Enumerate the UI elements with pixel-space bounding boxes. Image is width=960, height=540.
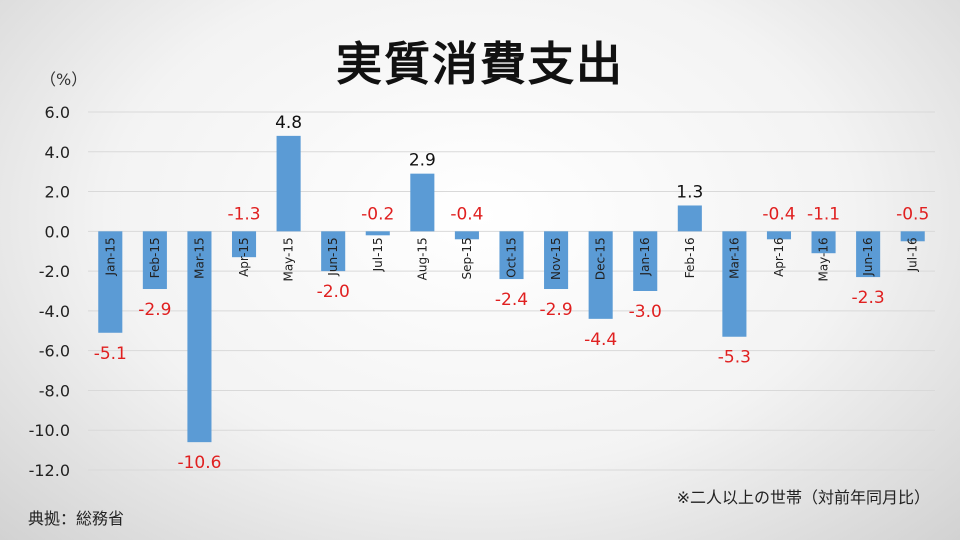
y-axis-unit: （%） — [40, 70, 88, 89]
data-label: -2.0 — [317, 282, 350, 302]
bar — [187, 231, 212, 443]
footnote: ※二人以上の世帯（対前年同月比） — [676, 488, 930, 507]
bar — [856, 231, 881, 278]
bar — [231, 231, 257, 258]
x-tick-label: Apr-16 — [772, 237, 786, 277]
data-label: -4.4 — [584, 330, 617, 350]
y-tick-label: -6.0 — [39, 342, 70, 361]
y-tick-label: -4.0 — [39, 302, 70, 321]
y-tick-label: 0.0 — [45, 222, 70, 241]
data-label: -3.0 — [629, 302, 662, 322]
x-tick-label: May-16 — [817, 237, 831, 281]
bar — [499, 231, 524, 280]
data-label: -5.3 — [718, 348, 751, 368]
x-tick-label: Sep-15 — [460, 237, 474, 279]
data-label: -0.2 — [361, 204, 394, 224]
y-tick-label: -2.0 — [39, 262, 70, 281]
data-label: -0.4 — [450, 204, 483, 224]
bar — [633, 231, 658, 291]
bar — [544, 231, 569, 290]
bar — [321, 231, 346, 272]
bar — [722, 231, 747, 337]
bar — [276, 135, 301, 232]
x-tick-label: Feb-16 — [683, 237, 697, 278]
data-label: -1.1 — [807, 204, 840, 224]
y-tick-label: -12.0 — [29, 461, 70, 480]
x-tick-label: Jan-16 — [638, 237, 652, 276]
data-label: -2.9 — [539, 300, 572, 320]
bar — [766, 231, 792, 240]
bar — [98, 231, 123, 333]
y-tick-label: 4.0 — [45, 143, 70, 162]
x-tick-label: Mar-16 — [727, 237, 741, 278]
data-label: -2.9 — [138, 300, 171, 320]
y-tick-label: -8.0 — [39, 381, 70, 400]
bar — [142, 231, 167, 290]
data-label: -0.4 — [762, 204, 795, 224]
bar — [900, 231, 925, 242]
source-label: 典拠：総務省 — [28, 509, 125, 528]
x-tick-label: Apr-15 — [237, 237, 251, 277]
bar — [454, 231, 479, 240]
bar — [811, 231, 836, 254]
x-tick-label: Oct-15 — [505, 237, 519, 277]
x-tick-label: Jul-16 — [906, 237, 920, 272]
y-tick-label: 6.0 — [45, 103, 70, 122]
x-tick-label: Jun-16 — [861, 237, 875, 276]
bar — [365, 231, 390, 236]
data-label: -2.4 — [495, 290, 528, 310]
x-tick-label: Nov-15 — [549, 237, 563, 280]
x-tick-label: May-15 — [282, 237, 296, 281]
data-label: -5.1 — [94, 344, 127, 364]
data-label: 4.8 — [275, 113, 302, 133]
data-label: -2.3 — [852, 288, 885, 308]
data-label: 1.3 — [676, 182, 703, 202]
x-tick-label: Jan-15 — [103, 237, 117, 276]
x-tick-label: Dec-15 — [594, 237, 608, 280]
bar — [677, 205, 702, 232]
bar — [410, 173, 435, 232]
x-tick-label: Feb-15 — [148, 237, 162, 278]
y-tick-label: 2.0 — [45, 183, 70, 202]
y-tick-label: -10.0 — [29, 421, 70, 440]
data-label: -0.5 — [896, 204, 929, 224]
data-label: -1.3 — [227, 204, 260, 224]
x-tick-label: Jun-15 — [326, 237, 340, 276]
x-tick-label: Aug-15 — [415, 237, 429, 280]
x-tick-label: Jul-15 — [371, 237, 385, 272]
data-label: -10.6 — [177, 453, 221, 473]
x-tick-label: Mar-15 — [192, 237, 206, 278]
bar — [588, 231, 613, 319]
data-label: 2.9 — [409, 151, 436, 171]
chart-title: 実質消費支出 — [336, 37, 624, 91]
